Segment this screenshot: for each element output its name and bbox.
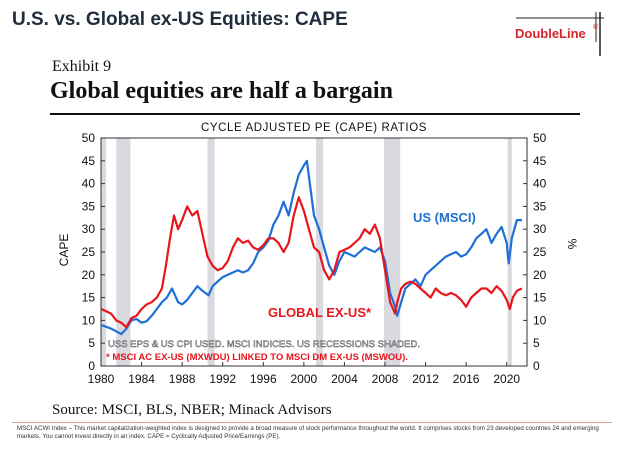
recession-band: [383, 138, 401, 366]
x-tick-label: 1980: [88, 372, 115, 386]
x-tick-label: 2016: [453, 372, 480, 386]
source-line: Source: MSCI, BLS, NBER; Minack Advisors: [52, 402, 332, 418]
y2-axis-title: %: [565, 239, 579, 250]
y-tick-label: 30: [82, 222, 96, 236]
x-tick-label: 1992: [209, 372, 236, 386]
logo-registered-mark: ®: [593, 24, 599, 31]
y-tick-label: 20: [82, 268, 96, 282]
y-axis-left-labels: 0 5 10 15 20 25 30 35 40 45 50: [82, 131, 96, 373]
recession-band: [116, 138, 131, 366]
y2-tick-label: 35: [533, 199, 547, 213]
series-label-us: US (MSCI): [413, 210, 476, 225]
y2-tick-label: 5: [533, 336, 540, 350]
chart-note-2: * MSCI AC EX-US (MXWDU) LINKED TO MSCI D…: [106, 352, 408, 363]
x-tick-label: 2004: [331, 372, 358, 386]
series-lines: [100, 159, 523, 336]
x-axis-labels: 1980 1984 1988 1992 1996 2000 2004 2008 2012 2016…: [88, 372, 521, 386]
exhibit-headline: Global equities are half a bargain: [50, 78, 393, 104]
y-tick-label: 0: [88, 359, 95, 373]
y-tick-label: 5: [88, 336, 95, 350]
y2-tick-label: 0: [533, 359, 540, 373]
series-label-global: GLOBAL EX-US*: [268, 305, 372, 320]
logo-lines-icon: [516, 12, 604, 56]
x-tick-label: 2008: [372, 372, 399, 386]
y2-tick-label: 30: [533, 222, 547, 236]
y-tick-label: 10: [82, 313, 96, 327]
disclaimer-text: MSCI ACWI Index – This market capitaliza…: [17, 425, 599, 440]
y2-tick-label: 50: [533, 131, 547, 145]
recession-band: [207, 138, 215, 366]
chart-note-1: USS EPS & US CPI USED. MSCI INDICES. US …: [108, 339, 420, 350]
y-tick-label: 15: [82, 291, 96, 305]
y-axis-title: CAPE: [57, 234, 71, 267]
y-tick-label: 50: [82, 131, 96, 145]
us-msci-line: [100, 159, 522, 336]
y-tick-label: 40: [82, 177, 96, 191]
doubleline-logo: DoubleLine ®: [515, 24, 598, 46]
x-tick-label: 1988: [169, 372, 196, 386]
y2-tick-label: 15: [533, 291, 547, 305]
y2-tick-label: 25: [533, 245, 547, 259]
y2-tick-label: 10: [533, 313, 547, 327]
global-ex-us-line: [100, 196, 523, 329]
y2-tick-label: 20: [533, 268, 547, 282]
y2-tick-label: 45: [533, 154, 547, 168]
y-tick-label: 25: [82, 245, 96, 259]
y2-tick-label: 40: [533, 177, 547, 191]
x-tick-label: 2012: [412, 372, 439, 386]
tick-marks: [100, 137, 527, 367]
slide-title: U.S. vs. Global ex-US Equities: CAPE: [12, 9, 348, 30]
x-tick-label: 1996: [250, 372, 277, 386]
plot-frame: [100, 137, 528, 367]
chart-title: CYCLE ADJUSTED PE (CAPE) RATIOS: [201, 122, 427, 134]
x-tick-label: 2020: [493, 372, 520, 386]
y-tick-label: 35: [82, 199, 96, 213]
exhibit-label: Exhibit 9: [52, 58, 112, 75]
y-tick-label: 45: [82, 154, 96, 168]
disclaimer-rule: [12, 422, 612, 423]
x-tick-label: 2000: [291, 372, 318, 386]
y-axis-right-labels: 0 5 10 15 20 25 30 35 40 45 50: [533, 131, 547, 373]
headline-rule: [50, 113, 580, 115]
recession-shading: [101, 138, 512, 366]
x-tick-label: 1984: [128, 372, 155, 386]
logo-text: DoubleLine: [515, 26, 586, 41]
